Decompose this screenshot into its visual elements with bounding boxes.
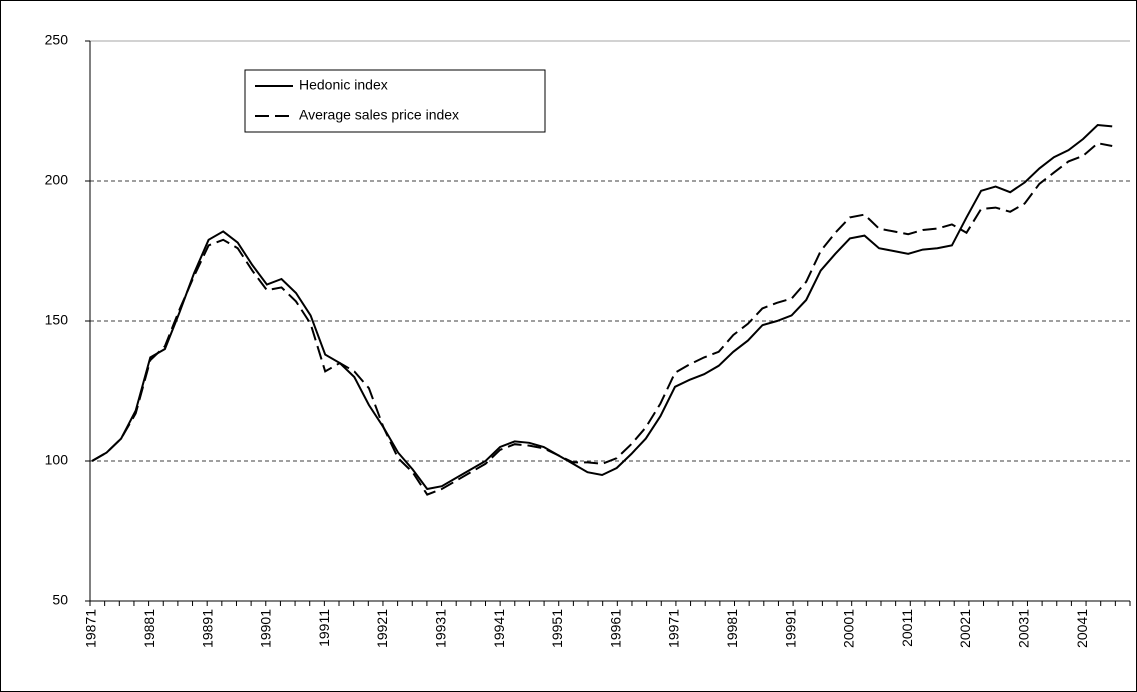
- x-tick-label: 20011: [899, 609, 915, 647]
- legend-label: Average sales price index: [299, 107, 459, 123]
- x-tick-label: 19981: [724, 609, 740, 648]
- x-tick-label: 19881: [141, 609, 157, 648]
- x-tick-label: 20031: [1015, 609, 1031, 648]
- x-tick-label: 19941: [491, 609, 507, 648]
- series-line: [91, 123, 1113, 491]
- x-tick-label: 19891: [199, 609, 215, 648]
- y-tick-label: 200: [45, 172, 69, 188]
- x-tick-label: 19971: [666, 609, 682, 648]
- x-tick-label: 20001: [841, 609, 857, 648]
- y-tick-label: 150: [45, 312, 69, 328]
- x-tick-label: 19991: [782, 609, 798, 648]
- x-tick-label: 19901: [258, 609, 274, 648]
- y-tick-label: 50: [52, 592, 68, 608]
- legend-label: Hedonic index: [299, 77, 388, 93]
- x-tick-label: 19871: [83, 609, 99, 648]
- series-line: [91, 142, 1113, 496]
- x-tick-label: 19951: [549, 609, 565, 648]
- x-tick-label: 20021: [957, 609, 973, 648]
- y-tick-label: 250: [45, 32, 69, 48]
- legend: Hedonic index Average sales price index: [244, 69, 546, 133]
- x-tick-label: 19961: [607, 609, 623, 648]
- x-tick-label: 19911: [316, 609, 332, 647]
- x-tick-label: 19931: [432, 609, 448, 648]
- x-tick-label: 19921: [374, 609, 390, 648]
- legend-box: [244, 69, 546, 133]
- x-tick-label: 20041: [1074, 609, 1090, 648]
- y-tick-label: 100: [45, 452, 69, 468]
